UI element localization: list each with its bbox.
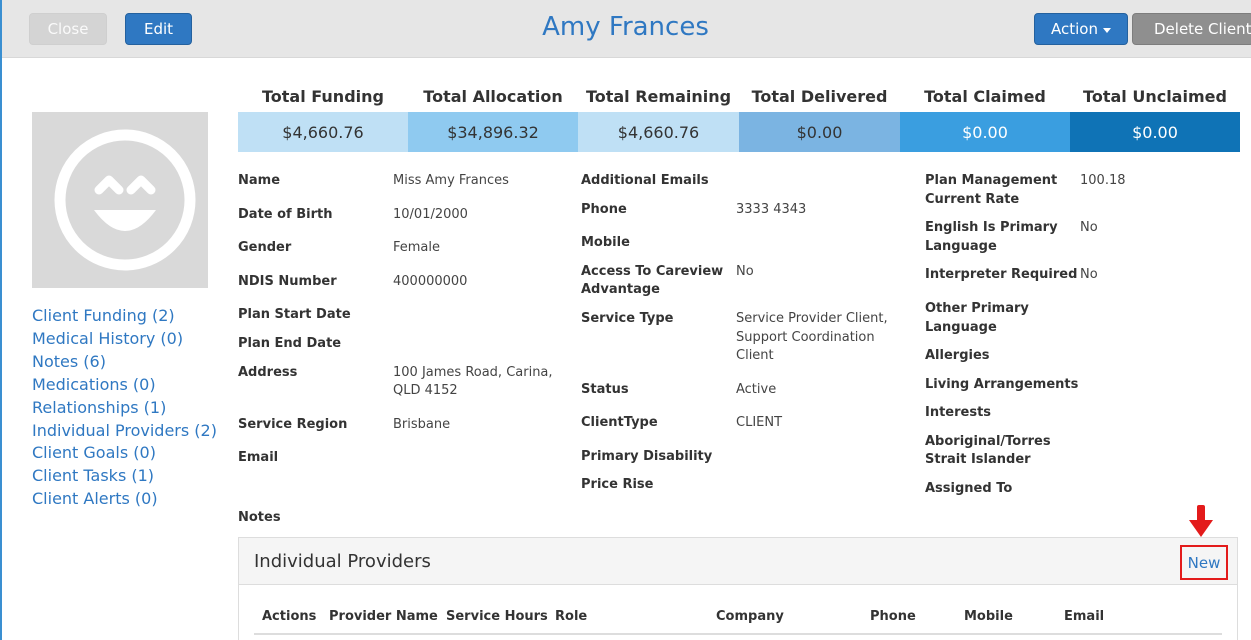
notes-label: Notes (238, 510, 281, 525)
ndis-number-label: NDIS Number (238, 274, 337, 289)
aboriginal-label-line1: Aboriginal/Torres (925, 434, 1051, 449)
total-claimed-value: $0.00 (900, 112, 1070, 152)
medications-link[interactable]: Medications (0) (32, 374, 156, 394)
edit-button[interactable]: Edit (125, 13, 192, 45)
pm-rate-label-line1: Plan Management (925, 173, 1058, 188)
total-delivered-value: $0.00 (739, 112, 900, 152)
client-nav-links: Client Funding (2) Medical History (0) N… (32, 305, 217, 511)
total-claimed-header: Total Claimed (924, 86, 1046, 106)
total-funding-value: $4,660.76 (238, 112, 408, 152)
address-line1: 100 James Road, Carina, (393, 365, 553, 380)
page-title: Amy Frances (542, 12, 709, 42)
status-value: Active (736, 382, 777, 397)
total-remaining-header: Total Remaining (585, 86, 732, 106)
total-unclaimed-header: Total Unclaimed (1083, 86, 1227, 106)
client-tasks-link[interactable]: Client Tasks (1) (32, 466, 155, 486)
notes-link[interactable]: Notes (6) (32, 351, 106, 371)
total-unclaimed-value: $0.00 (1070, 112, 1240, 152)
column-header-phone[interactable]: Phone (870, 609, 916, 624)
delete-client-button[interactable]: Delete Client (1132, 13, 1251, 45)
english-primary-label-line2: Language (925, 239, 997, 254)
action-button-label: Action (1051, 20, 1098, 38)
pm-rate-label-line2: Current Rate (925, 192, 1020, 207)
close-button[interactable]: Close (29, 13, 107, 45)
name-value: Miss Amy Frances (393, 173, 509, 188)
service-type-line1: Service Provider Client, (736, 311, 888, 326)
ndis-number-value: 400000000 (393, 274, 468, 289)
column-header-role[interactable]: Role (555, 609, 588, 624)
email-label: Email (238, 450, 279, 465)
other-language-label-line1: Other Primary (925, 301, 1029, 316)
additional-emails-label: Additional Emails (581, 173, 709, 188)
other-language-label-line2: Language (925, 320, 997, 335)
english-primary-label-line1: English Is Primary (925, 220, 1058, 235)
interpreter-value: No (1080, 267, 1098, 282)
total-allocation-header: Total Allocation (423, 86, 563, 106)
plan-start-label: Plan Start Date (238, 307, 351, 322)
client-funding-link[interactable]: Client Funding (2) (32, 306, 175, 325)
column-header-service-hours[interactable]: Service Hours (446, 609, 548, 624)
client-type-label: ClientType (581, 415, 658, 430)
total-funding-header: Total Funding (262, 86, 384, 106)
red-down-arrow-icon (1189, 505, 1213, 537)
action-dropdown-button[interactable]: Action (1034, 13, 1128, 45)
column-header-provider-name[interactable]: Provider Name (329, 609, 438, 624)
window-left-border (0, 0, 2, 640)
phone-label: Phone (581, 202, 627, 217)
relationships-link[interactable]: Relationships (1) (32, 397, 167, 417)
dob-value: 10/01/2000 (393, 207, 468, 222)
column-header-mobile[interactable]: Mobile (964, 609, 1013, 624)
total-delivered-header: Total Delivered (751, 86, 888, 106)
gender-label: Gender (238, 240, 292, 255)
providers-panel-title: Individual Providers (254, 551, 431, 572)
column-header-company[interactable]: Company (716, 609, 784, 624)
aboriginal-label-line2: Strait Islander (925, 452, 1031, 467)
service-type-line3: Client (736, 348, 774, 363)
interests-label: Interests (925, 405, 992, 420)
service-region-value: Brisbane (393, 417, 451, 432)
client-type-value: CLIENT (736, 415, 783, 430)
service-type-line2: Support Coordination (736, 330, 875, 345)
gender-value: Female (393, 240, 441, 255)
assigned-to-label: Assigned To (925, 481, 1013, 496)
individual-providers-link[interactable]: Individual Providers (2) (32, 420, 217, 440)
plan-end-label: Plan End Date (238, 336, 342, 351)
address-label: Address (238, 365, 298, 380)
smiley-face-icon (54, 129, 196, 271)
client-goals-link[interactable]: Client Goals (0) (32, 443, 156, 463)
allergies-label: Allergies (925, 348, 990, 363)
interpreter-label: Interpreter Required (925, 267, 1078, 282)
column-header-actions[interactable]: Actions (262, 609, 317, 624)
column-header-email[interactable]: Email (1064, 609, 1105, 624)
table-header-divider (254, 633, 1222, 635)
phone-value: 3333 4343 (736, 202, 807, 217)
careview-label-line1: Access To Careview (581, 264, 724, 279)
medical-history-link[interactable]: Medical History (0) (32, 328, 184, 348)
totals-summary: Total Funding Total Allocation Total Rem… (238, 80, 1240, 152)
primary-disability-label: Primary Disability (581, 449, 713, 464)
status-label: Status (581, 382, 629, 397)
name-label: Name (238, 173, 281, 188)
english-primary-value: No (1080, 220, 1098, 235)
avatar (32, 112, 208, 288)
pm-rate-value: 100.18 (1080, 173, 1126, 188)
total-allocation-value: $34,896.32 (408, 112, 578, 152)
service-region-label: Service Region (238, 417, 348, 432)
new-provider-link[interactable]: New (1180, 545, 1228, 580)
dob-label: Date of Birth (238, 207, 333, 222)
service-type-label: Service Type (581, 311, 674, 326)
providers-panel-header: Individual Providers New (239, 538, 1237, 585)
living-arrangements-label: Living Arrangements (925, 377, 1079, 392)
client-alerts-link[interactable]: Client Alerts (0) (32, 489, 158, 509)
individual-providers-panel: Individual Providers New (238, 537, 1238, 640)
careview-label-line2: Advantage (581, 282, 660, 297)
mobile-label: Mobile (581, 235, 630, 250)
careview-value: No (736, 264, 754, 279)
caret-down-icon (1102, 27, 1111, 33)
address-line2: QLD 4152 (393, 383, 458, 398)
total-remaining-value: $4,660.76 (578, 112, 739, 152)
price-rise-label: Price Rise (581, 477, 654, 492)
